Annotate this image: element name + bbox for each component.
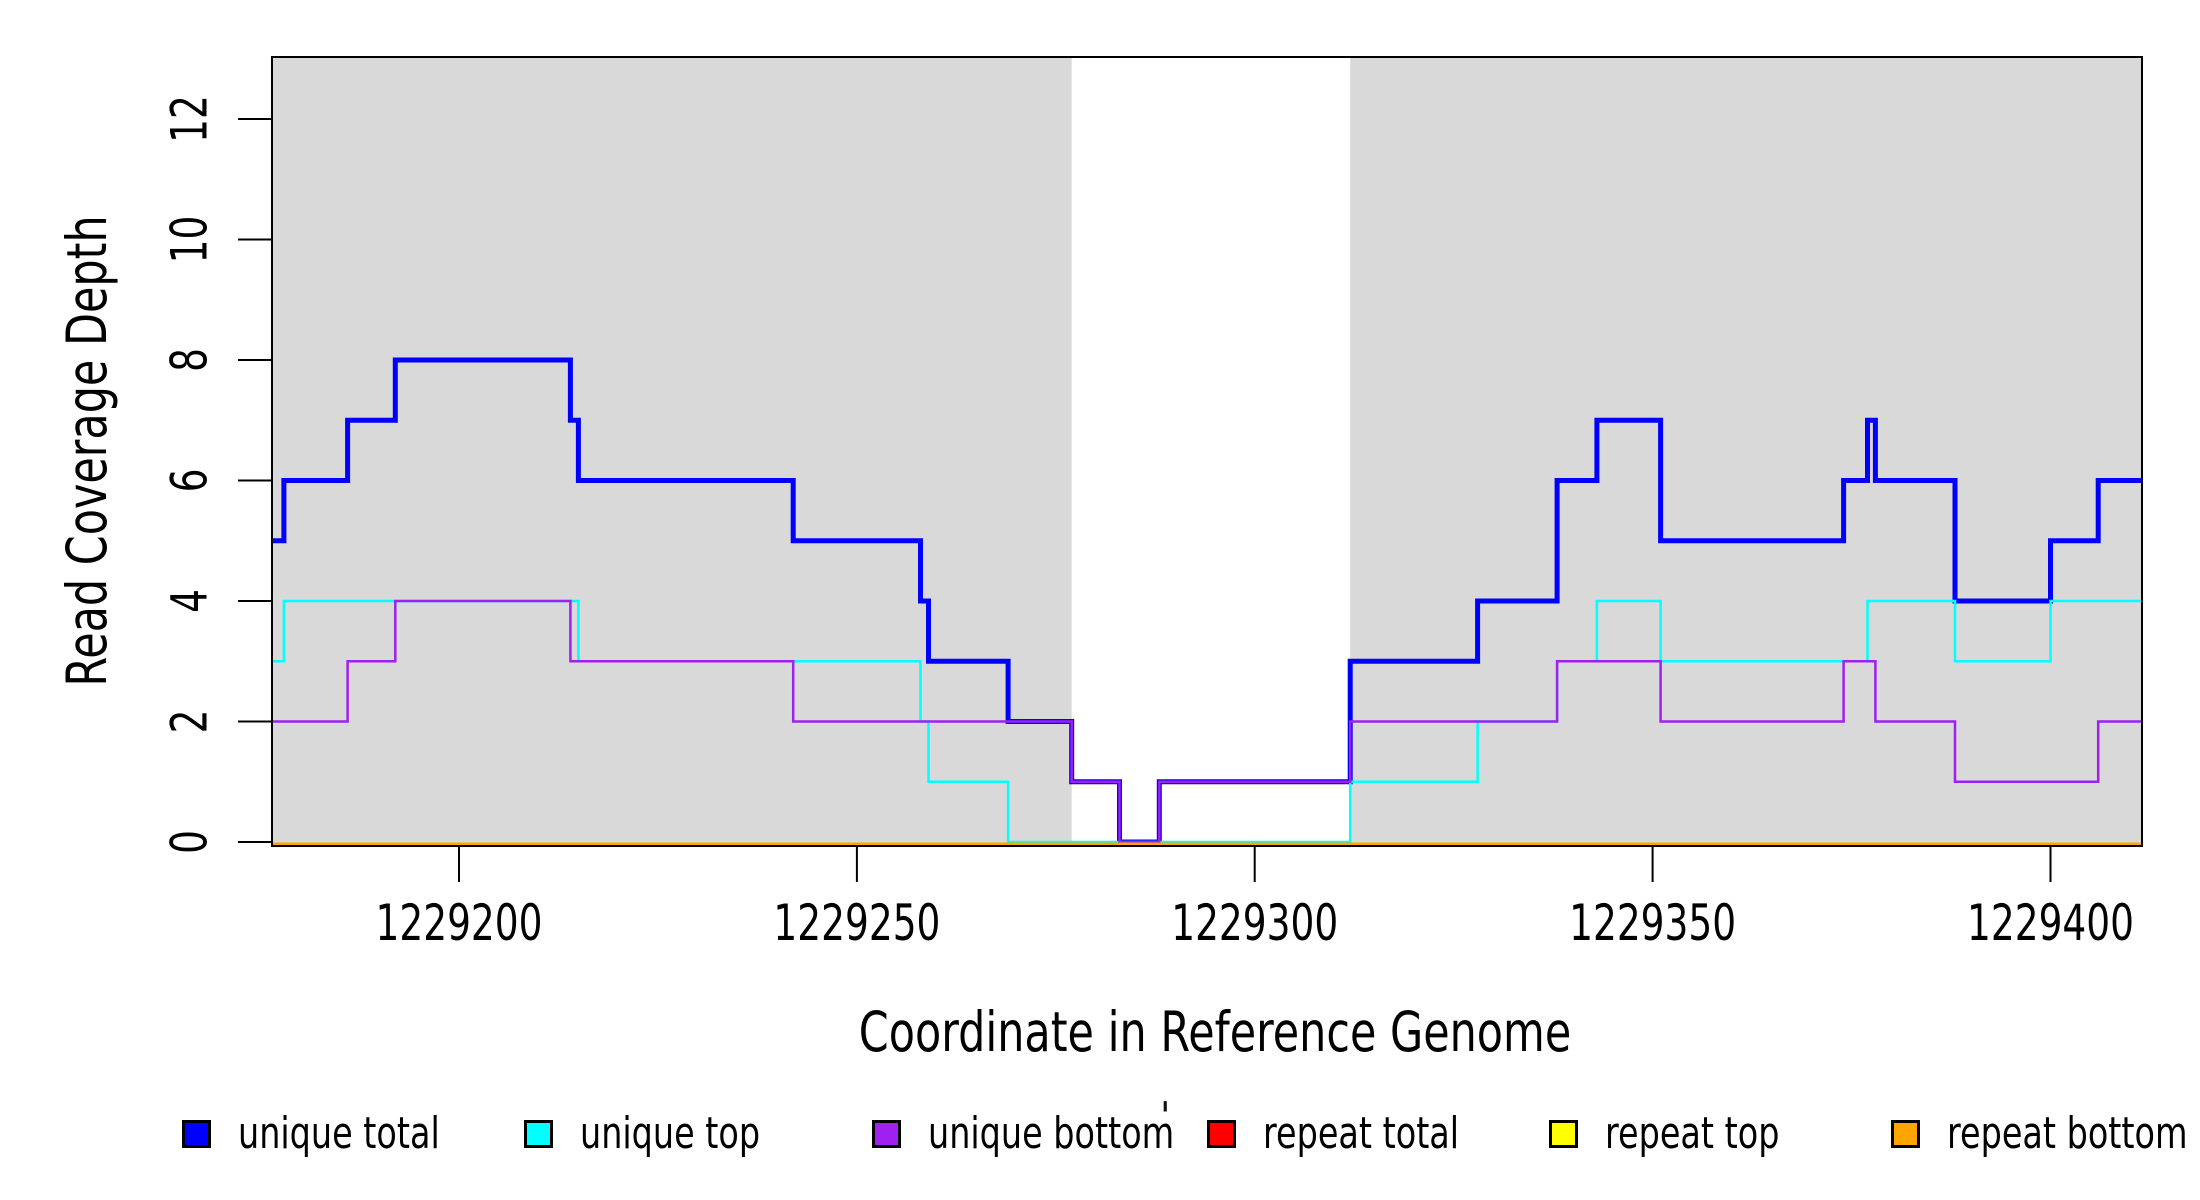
x-tick-label: 1229250 <box>773 895 940 953</box>
plot-box <box>271 56 2143 847</box>
series-line-unique-bottom <box>272 599 2142 844</box>
legend-item-repeat-bottom: repeat bottom <box>1891 1108 2200 1159</box>
legend-label-unique-total: unique total <box>238 1108 440 1159</box>
y-tick-label: 2 <box>161 710 219 734</box>
legend-item-repeat-total: repeat total <box>1207 1108 1521 1159</box>
x-axis-title: Coordinate in Reference Genome <box>858 1000 1572 1064</box>
x-tick-label: 1229200 <box>376 895 543 953</box>
shaded-coverage-region <box>1350 58 2142 845</box>
legend-label-unique-top: unique top <box>580 1108 761 1159</box>
legend-item-repeat-top: repeat top <box>1549 1108 1835 1159</box>
legend-swatch-repeat-top <box>1549 1120 1578 1148</box>
shaded-coverage-region <box>272 58 1072 845</box>
legend-swatch-repeat-total <box>1207 1120 1236 1148</box>
legend-artifact-mark: ' <box>1160 1094 1171 1138</box>
legend-swatch-unique-bottom <box>872 1120 901 1148</box>
legend-label-repeat-top: repeat top <box>1605 1108 1780 1159</box>
y-tick-label: 12 <box>161 95 219 143</box>
legend-label-repeat-bottom: repeat bottom <box>1947 1108 2188 1159</box>
y-tick-label: 0 <box>161 830 219 854</box>
legend-swatch-unique-top <box>524 1120 553 1148</box>
x-tick-label: 1229350 <box>1569 895 1736 953</box>
legend-swatch-unique-total <box>182 1120 211 1148</box>
legend-swatch-repeat-bottom <box>1891 1120 1920 1148</box>
legend-item-unique-top: unique top <box>524 1108 817 1159</box>
legend-item-unique-bottom: unique bottom <box>872 1108 1252 1159</box>
legend-item-unique-total: unique total <box>182 1108 503 1159</box>
y-tick-label: 6 <box>161 469 219 493</box>
legend-label-unique-bottom: unique bottom <box>928 1108 1175 1159</box>
y-axis-title: Read Coverage Depth <box>55 215 119 687</box>
y-tick-label: 4 <box>161 589 219 613</box>
x-tick-label: 1229400 <box>1967 895 2134 953</box>
y-tick-label: 8 <box>161 348 219 372</box>
legend-label-repeat-total: repeat total <box>1263 1108 1460 1159</box>
y-tick-label: 10 <box>161 216 219 264</box>
x-tick-label: 1229300 <box>1171 895 1338 953</box>
